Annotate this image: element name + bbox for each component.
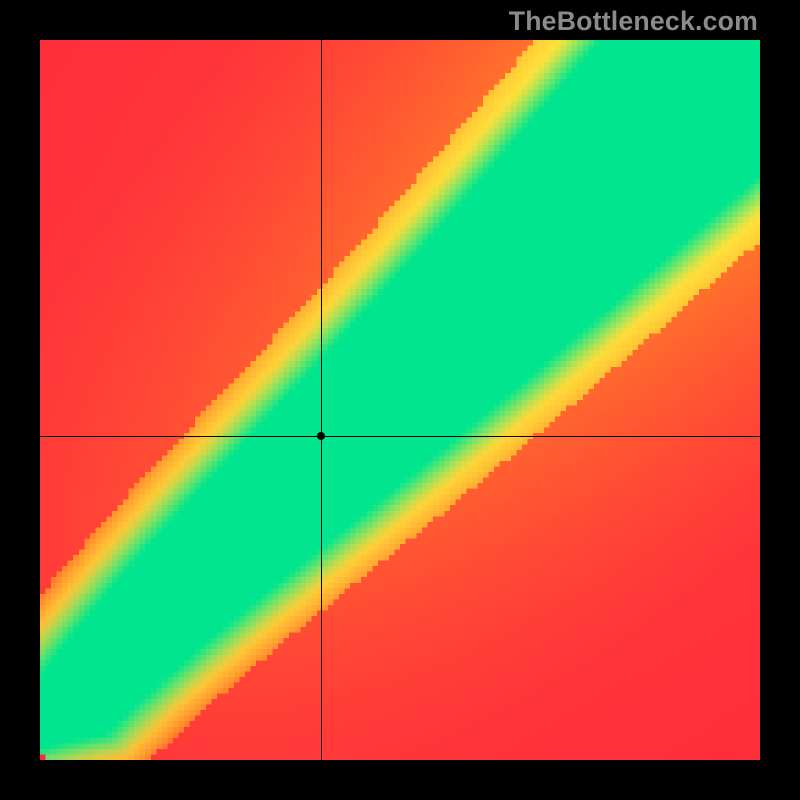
plot-area (40, 40, 760, 760)
chart-frame: TheBottleneck.com (0, 0, 800, 800)
heatmap-canvas (40, 40, 760, 760)
watermark-text: TheBottleneck.com (509, 6, 758, 37)
